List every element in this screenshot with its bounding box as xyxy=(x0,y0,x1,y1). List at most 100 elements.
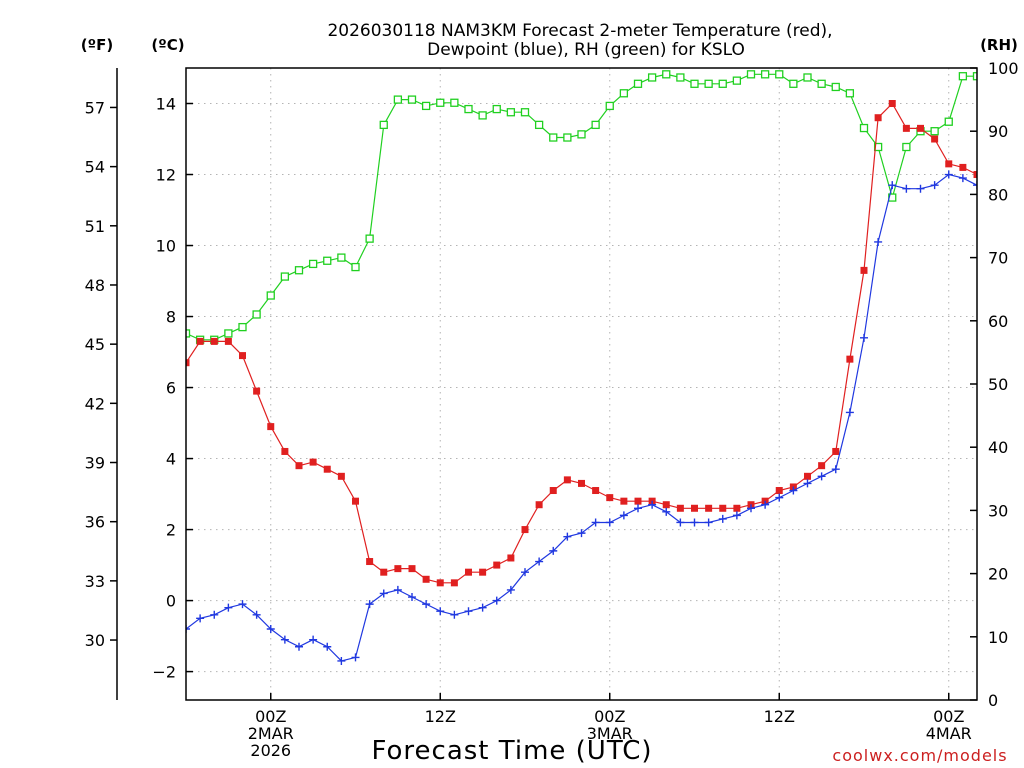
dewpoint-point xyxy=(337,656,346,665)
temperature-point xyxy=(352,497,359,505)
rh-point xyxy=(647,73,657,82)
dewpoint-point xyxy=(492,596,501,605)
temperature-point xyxy=(493,561,501,569)
rh-point xyxy=(224,329,233,338)
dewpoint-point xyxy=(944,170,953,179)
dewpoint-point xyxy=(704,518,713,527)
temperature-point xyxy=(973,171,977,179)
rh-tick-label: 60 xyxy=(988,312,1008,331)
rh-point xyxy=(789,79,798,88)
dewpoint-point xyxy=(973,181,977,190)
x-tick-label: 2026 xyxy=(250,741,291,760)
fahrenheit-tick-label: 30 xyxy=(85,631,105,650)
temperature-point xyxy=(578,479,585,487)
temperature-point xyxy=(380,568,388,576)
x-tick-label: 2MAR xyxy=(248,724,294,743)
dewpoint-point xyxy=(351,653,360,662)
celsius-tick-label: 4 xyxy=(166,450,176,469)
temperature-point xyxy=(719,504,727,512)
rh-point xyxy=(662,70,671,79)
celsius-tick-label: 14 xyxy=(156,95,176,114)
rh-point xyxy=(407,95,417,104)
rh-point xyxy=(563,133,572,142)
dewpoint-point xyxy=(930,181,939,190)
rh-point xyxy=(704,79,713,88)
dewpoint-point xyxy=(831,465,840,474)
temperature-point xyxy=(874,114,882,122)
dewpoint-point xyxy=(1015,139,1023,147)
rh-point xyxy=(280,272,290,281)
rh-point xyxy=(859,123,869,133)
celsius-tick-label: 8 xyxy=(166,308,176,327)
temperature-point xyxy=(479,568,487,576)
dewpoint-point xyxy=(210,610,219,619)
plot-frame xyxy=(185,67,978,701)
fahrenheit-tick-label: 54 xyxy=(85,158,105,177)
dewpoint-point xyxy=(860,333,868,342)
temperature-point xyxy=(450,579,458,587)
fahrenheit-tick-label: 51 xyxy=(85,217,105,236)
x-tick-label: 00Z xyxy=(255,707,286,726)
dewpoint-point xyxy=(676,518,685,527)
dewpoint-point xyxy=(845,408,854,417)
temperature-point xyxy=(917,124,924,132)
rh-point xyxy=(817,79,826,88)
fahrenheit-axis-unit: (ºF) xyxy=(81,36,113,54)
dewpoint-point xyxy=(1001,142,1009,150)
x-tick-label: 4MAR xyxy=(926,724,972,743)
temperature-point xyxy=(1016,132,1023,139)
rh-point xyxy=(337,253,346,262)
dewpoint-point xyxy=(238,600,247,609)
dewpoint-point xyxy=(280,635,289,644)
rh-point xyxy=(379,120,388,130)
temperature-point xyxy=(804,472,811,480)
temperature-point xyxy=(931,135,939,143)
grid-lines xyxy=(186,68,977,700)
rh-point xyxy=(690,79,699,88)
rh-tick-label: 10 xyxy=(988,628,1008,647)
temperature-point xyxy=(253,387,261,395)
rh-point xyxy=(492,104,501,114)
dewpoint-point xyxy=(186,624,190,633)
temperature-point xyxy=(662,501,670,509)
rh-point xyxy=(732,76,742,85)
temperature-point xyxy=(521,526,529,534)
rh-point xyxy=(323,256,332,265)
rh-tick-label: 40 xyxy=(988,438,1008,457)
dewpoint-point xyxy=(323,642,332,651)
temperature-point xyxy=(210,337,218,345)
rh-point xyxy=(450,98,459,107)
chart-subtitle: Dewpoint (blue), RH (green) for KSLO xyxy=(427,40,745,60)
rh-point xyxy=(436,98,445,107)
dewpoint-point xyxy=(549,546,558,555)
dewpoint-point xyxy=(295,642,303,651)
rh-tick-label: 30 xyxy=(988,501,1008,520)
temperature-point xyxy=(394,565,402,573)
temperature-point xyxy=(691,504,698,512)
rh-point xyxy=(746,70,756,79)
rh-tick-label: 100 xyxy=(988,59,1019,78)
temperature-point xyxy=(860,266,868,274)
dewpoint-point xyxy=(718,514,727,523)
rh-point xyxy=(676,73,685,82)
dewpoint-point xyxy=(690,518,699,527)
dewpoint-point xyxy=(464,607,473,616)
credit-text: coolwx.com/models xyxy=(832,746,1007,765)
dewpoint-point xyxy=(747,504,755,513)
dewpoint-point xyxy=(436,607,445,616)
dewpoint-point xyxy=(619,511,628,520)
rh-point xyxy=(930,127,939,136)
rh-point xyxy=(619,89,629,98)
x-tick-label: 12Z xyxy=(764,707,795,726)
dewpoint-point xyxy=(789,486,798,495)
fahrenheit-tick-label: 33 xyxy=(85,572,105,591)
dewpoint-point xyxy=(634,504,642,513)
rh-tick-label: 20 xyxy=(988,565,1008,584)
rh-point xyxy=(591,120,600,130)
temperature-point xyxy=(267,423,275,431)
temperature-point xyxy=(465,568,472,576)
dewpoint-point xyxy=(648,500,657,509)
dewpoint-point xyxy=(393,585,402,594)
temperature-point xyxy=(959,163,967,171)
celsius-tick-label: 2 xyxy=(166,521,176,540)
